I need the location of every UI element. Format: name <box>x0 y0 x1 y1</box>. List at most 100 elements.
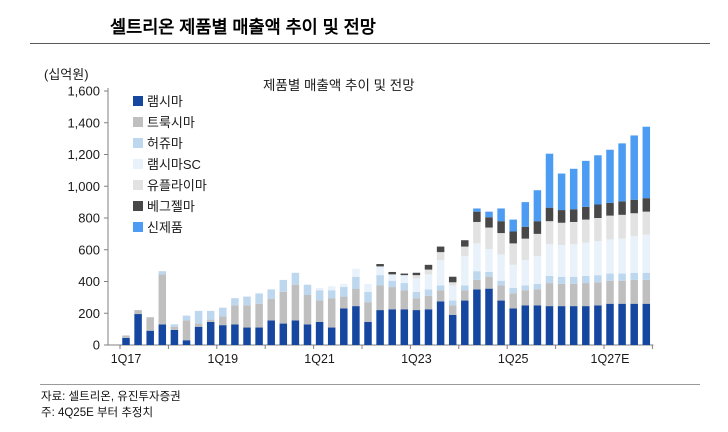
chart-legend: 램시마 트룩시마 허쥬마 램시마SC 유플라이마 베그젤마 신제품 <box>133 90 207 237</box>
legend-label: 신제품 <box>147 220 183 235</box>
bar-segment <box>582 306 590 345</box>
bar-segment <box>400 309 409 345</box>
bar-segment <box>594 305 602 345</box>
bar-segment <box>170 326 179 330</box>
bar-segment <box>473 289 481 345</box>
bar-segment <box>424 269 433 275</box>
bar-segment <box>569 168 578 210</box>
bar-segment <box>509 264 517 288</box>
bar-segment <box>388 287 396 310</box>
legend-label: 베그젤마 <box>147 199 195 214</box>
bar-segment <box>485 288 493 345</box>
bar-segment <box>267 289 275 299</box>
bar-segment <box>497 280 505 286</box>
bar-segment <box>461 240 469 247</box>
bar-segment <box>400 273 409 276</box>
bar-segment <box>352 276 360 289</box>
bar-segment <box>388 271 396 275</box>
bar-segment <box>630 272 638 280</box>
bar-segment <box>352 306 360 345</box>
bar-segment <box>400 275 409 284</box>
bar-segment <box>448 276 457 283</box>
y-axis-tick-label: 1,000 <box>67 179 100 194</box>
bar-segment <box>424 289 433 296</box>
bar-segment <box>412 278 421 292</box>
y-axis-tick-label: 200 <box>78 306 100 321</box>
bar-segment <box>231 298 239 306</box>
bar-segment <box>521 226 530 239</box>
bar-segment <box>461 256 469 286</box>
title-divider <box>30 43 710 44</box>
bar-segment <box>352 268 360 277</box>
bar-segment <box>606 202 614 216</box>
bar-segment <box>134 314 142 345</box>
y-axis-tick-label: 1,400 <box>67 115 100 130</box>
bar-segment <box>473 221 481 244</box>
bar-segment <box>582 219 590 243</box>
bar-segment <box>642 198 651 212</box>
legend-item: 베그젤마 <box>133 195 207 216</box>
x-axis-tick-label: 1Q23 <box>401 352 432 366</box>
bar-segment <box>412 310 421 345</box>
bar-segment <box>509 293 517 309</box>
bar-segment <box>642 279 651 304</box>
bar-segment <box>521 305 530 345</box>
bar-segment <box>594 282 602 306</box>
source-note: 자료: 셀트리온, 유진투자증권 <box>41 391 181 403</box>
bar-segment <box>327 298 336 328</box>
x-axis-tick-label: 1Q25 <box>498 352 529 366</box>
bar-segment <box>146 330 154 345</box>
bar-segment <box>182 315 191 321</box>
bar-segment <box>134 310 142 315</box>
bar-segment <box>642 234 651 273</box>
bar-segment <box>557 210 566 223</box>
bar-segment <box>533 283 542 290</box>
bar-segment <box>497 285 505 301</box>
bar-segment <box>340 296 348 309</box>
bar-segment <box>243 296 251 306</box>
bar-segment <box>630 303 638 345</box>
bar-segment <box>533 233 542 257</box>
bar-segment <box>569 276 578 284</box>
bar-segment <box>424 295 433 310</box>
bar-segment <box>388 309 396 345</box>
bar-segment <box>424 309 433 345</box>
bar-segment <box>158 274 167 325</box>
bar-segment <box>594 155 602 205</box>
bar-segment <box>557 222 566 245</box>
bar-segment <box>461 285 469 291</box>
bar-segment <box>606 303 614 345</box>
bar-segment <box>436 290 445 302</box>
bar-segment <box>219 325 227 345</box>
bar-segment <box>618 214 626 239</box>
bar-segment <box>291 272 300 285</box>
legend-swatch <box>133 221 143 232</box>
bar-segment <box>243 305 251 328</box>
bar-segment <box>533 190 542 222</box>
legend-item: 트룩시마 <box>133 111 207 132</box>
y-axis-tick-label: 0 <box>93 338 100 353</box>
bar-segment <box>448 300 457 306</box>
bar-segment <box>473 243 481 272</box>
bar-segment <box>352 288 360 307</box>
bar-segment <box>630 135 638 200</box>
bar-segment <box>448 285 457 301</box>
legend-label: 트룩시마 <box>147 115 195 130</box>
bar-segment <box>582 242 590 276</box>
bar-segment <box>509 231 517 244</box>
bar-segment <box>170 329 179 345</box>
bar-segment <box>461 290 469 301</box>
bar-segment <box>618 201 626 215</box>
x-axis-tick-label: 1Q27E <box>591 352 630 366</box>
legend-label: 허쥬마 <box>147 136 183 151</box>
bar-segment <box>448 305 457 315</box>
legend-swatch <box>133 116 143 127</box>
bar-segment <box>618 143 626 202</box>
bar-segment <box>219 307 227 317</box>
bar-segment <box>509 243 517 265</box>
bar-segment <box>497 221 505 234</box>
bar-segment <box>194 326 203 345</box>
legend-label: 램시마 <box>147 94 183 109</box>
bar-segment <box>509 287 517 294</box>
bar-segment <box>279 279 288 292</box>
